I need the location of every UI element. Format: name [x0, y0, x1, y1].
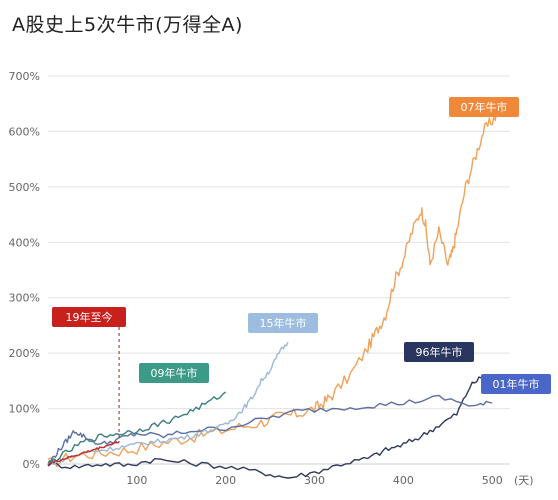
- series-line: [47, 394, 493, 466]
- y-tick-label: 700%: [9, 70, 40, 83]
- series-label-box: [139, 363, 209, 383]
- series-label-box: [404, 342, 474, 362]
- series-label: 09年牛市: [151, 366, 198, 380]
- chart-title: A股史上5次牛市(万得全A): [12, 14, 243, 36]
- series-label: 07年牛市: [461, 100, 508, 114]
- series-label-box: [248, 313, 318, 333]
- x-tick-label: 500: [482, 474, 503, 487]
- series-line: [47, 441, 120, 466]
- series-label: 15年牛市: [260, 316, 307, 330]
- x-tick-label: 100: [126, 474, 147, 487]
- series-line: [47, 374, 484, 479]
- series-label-box: [52, 307, 126, 327]
- y-tick-label: 300%: [9, 292, 40, 305]
- series-label: 96年牛市: [416, 345, 463, 359]
- y-tick-label: 600%: [9, 125, 40, 138]
- y-tick-label: 200%: [9, 347, 40, 360]
- x-tick-label: 300: [304, 474, 325, 487]
- y-tick-label: 500%: [9, 181, 40, 194]
- series-label-box: [449, 97, 519, 117]
- series-label-box: [481, 374, 551, 394]
- y-tick-label: 400%: [9, 236, 40, 249]
- series-label: 19年至今: [66, 310, 113, 324]
- series-line: [47, 106, 502, 468]
- x-tick-label: 400: [393, 474, 414, 487]
- series-line: [47, 341, 289, 466]
- x-axis-label: (天): [514, 474, 534, 487]
- x-tick-label: 200: [215, 474, 236, 487]
- series-label: 01年牛市: [493, 377, 540, 391]
- y-tick-label: 100%: [9, 403, 40, 416]
- series-line: [47, 391, 227, 463]
- y-tick-label: 0%: [23, 458, 40, 471]
